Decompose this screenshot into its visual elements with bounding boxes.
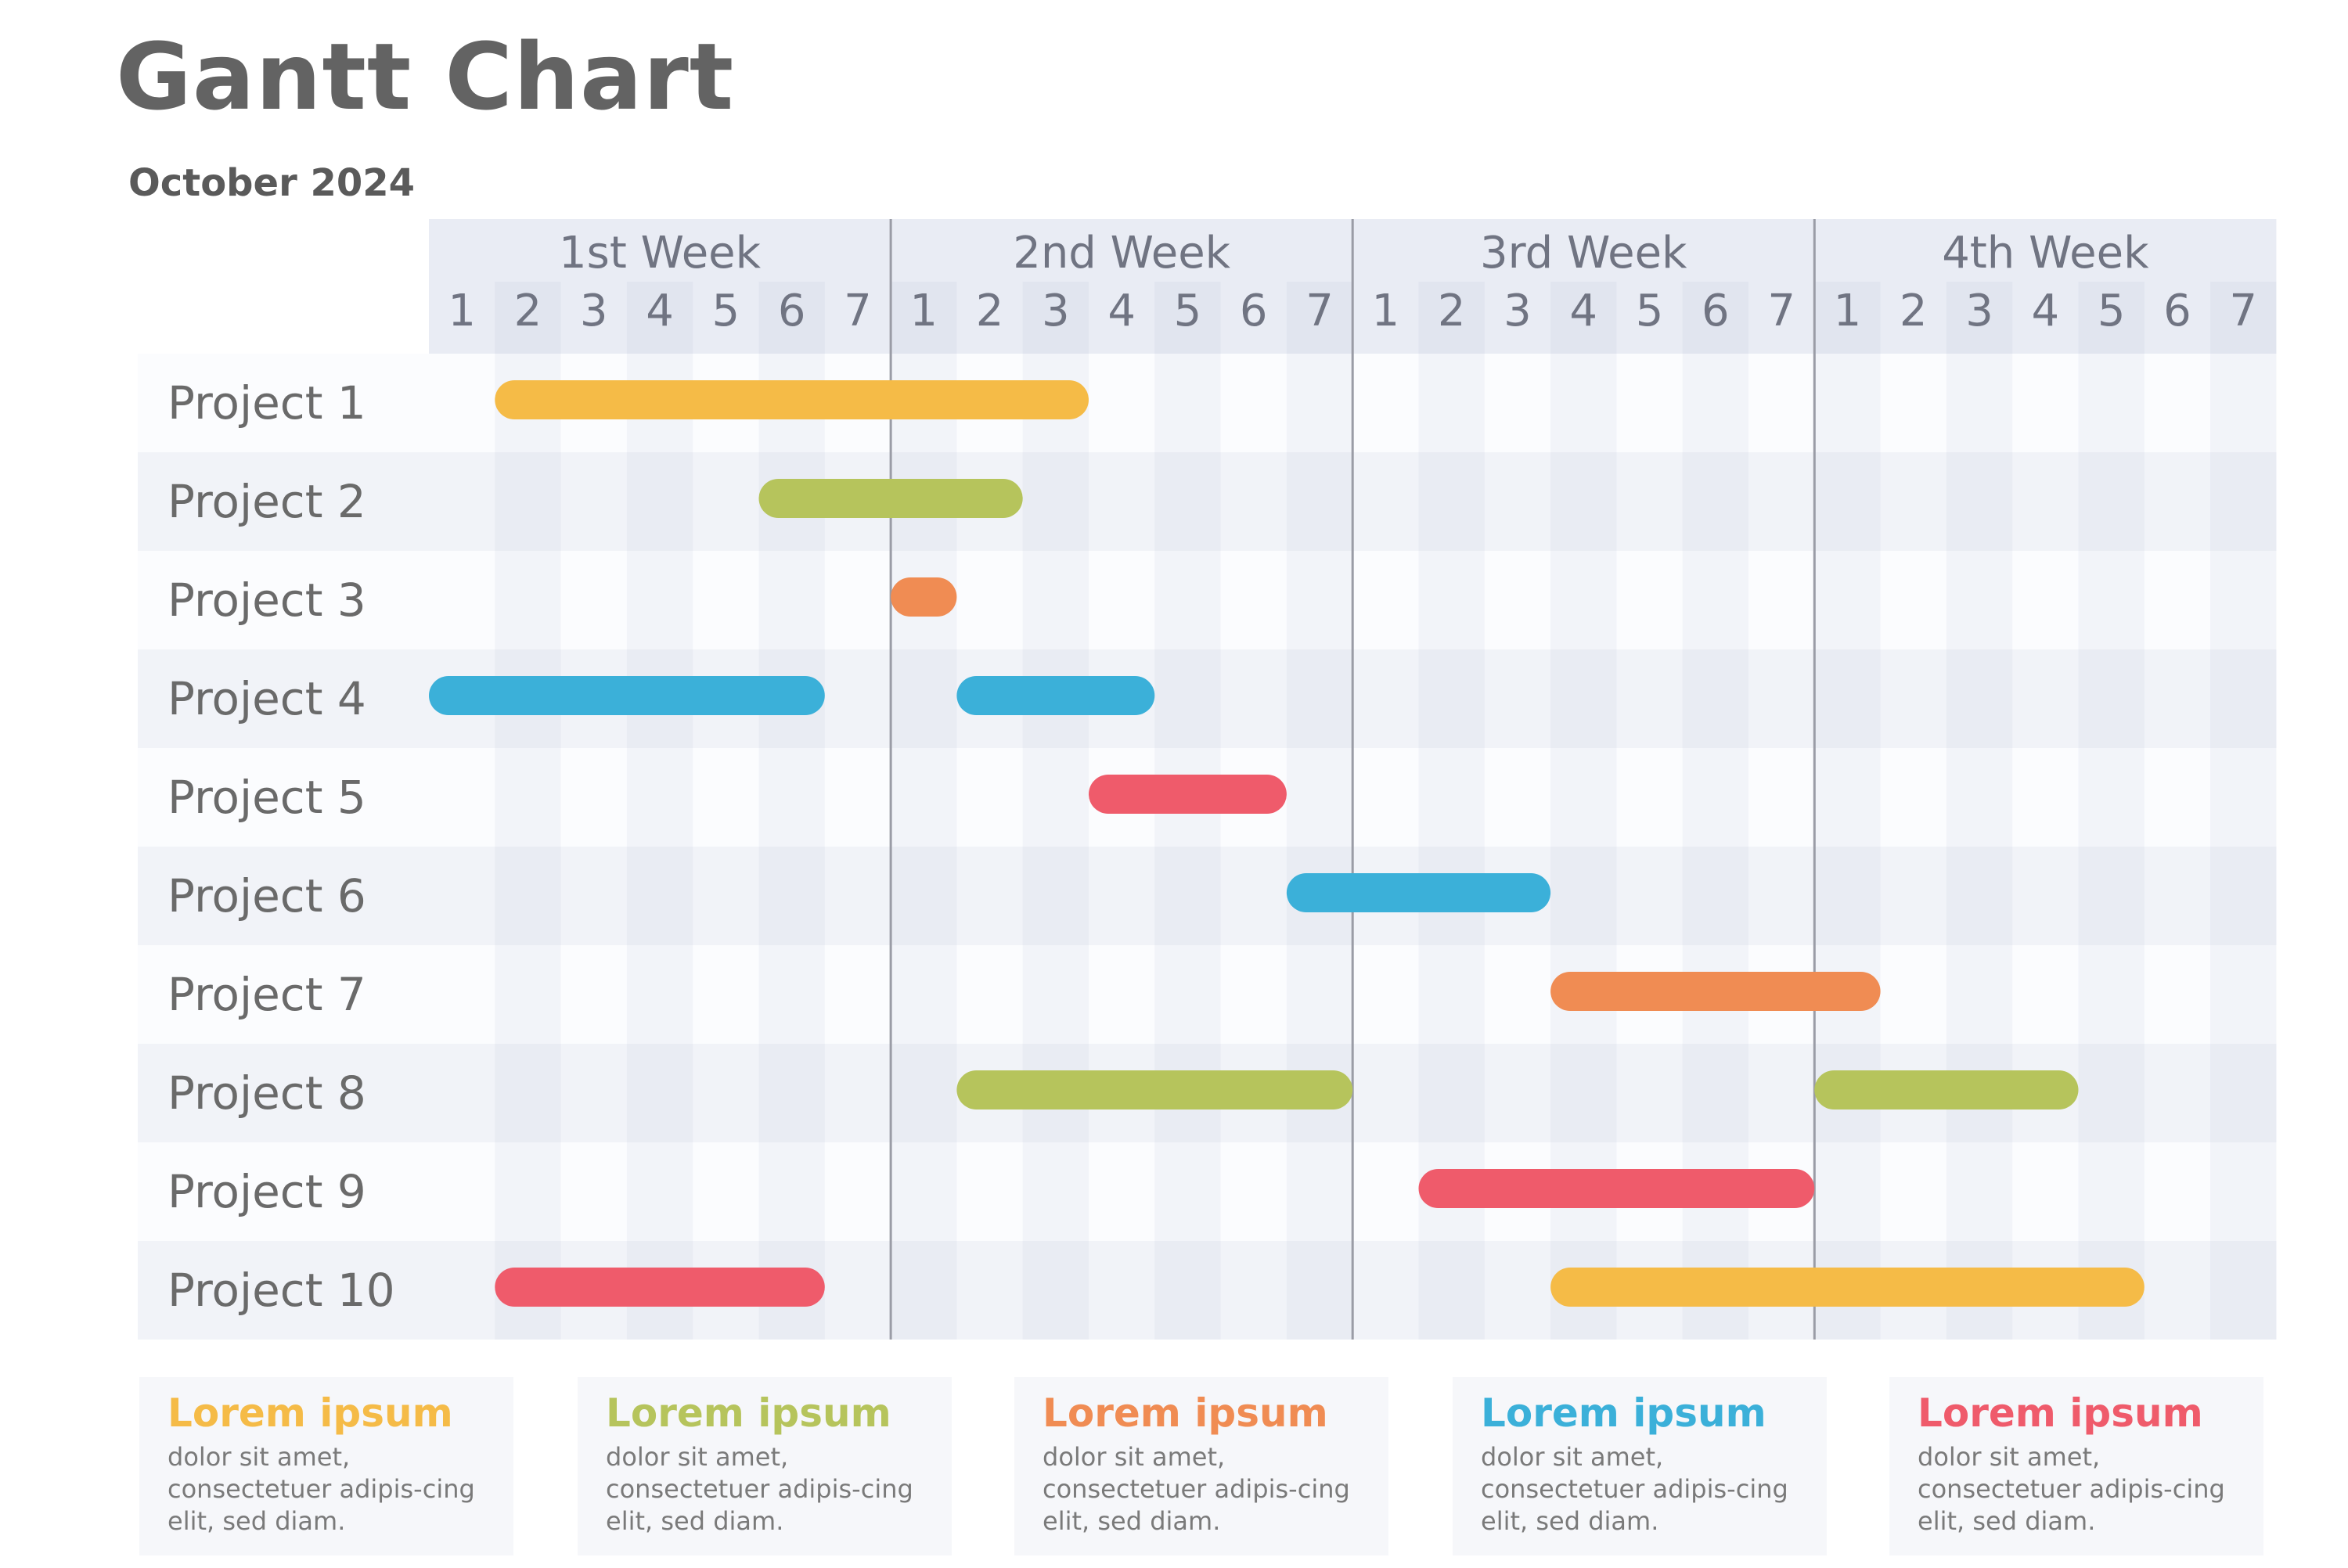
week-header: 1st Week	[559, 228, 762, 279]
day-column-stripe	[626, 282, 693, 1340]
legend-card-title: Lorem ipsum	[1481, 1390, 1766, 1436]
row-label: Project 9	[167, 1165, 366, 1218]
task-bar	[495, 380, 1089, 419]
legend-card-title: Lorem ipsum	[1918, 1390, 2203, 1436]
day-tick-label: 2	[1900, 286, 1928, 336]
row-label: Project 7	[167, 968, 366, 1021]
legend-card-title: Lorem ipsum	[606, 1390, 891, 1436]
day-tick-label: 1	[1834, 286, 1862, 336]
day-tick-label: 3	[580, 286, 608, 336]
day-tick-label: 1	[909, 286, 938, 336]
row-label: Project 2	[167, 475, 366, 528]
task-bar	[429, 676, 825, 715]
day-tick-label: 4	[1107, 286, 1136, 336]
day-column-stripe	[2078, 282, 2145, 1340]
task-bar	[1550, 972, 1881, 1011]
day-tick-label: 5	[1174, 286, 1202, 336]
task-bar	[891, 577, 957, 617]
day-column-stripe	[1418, 282, 1485, 1340]
task-bar	[495, 1268, 825, 1307]
task-bar	[956, 1070, 1353, 1109]
day-column-stripe	[1550, 282, 1617, 1340]
day-column-stripe	[758, 282, 825, 1340]
day-column-stripe	[1022, 282, 1089, 1340]
legend-card-4: Lorem ipsum dolor sit amet, consectetuer…	[1453, 1377, 1827, 1555]
row-label: Project 8	[167, 1066, 366, 1120]
day-tick-label: 7	[2229, 286, 2257, 336]
day-tick-label: 6	[1240, 286, 1268, 336]
row-background	[138, 452, 2277, 551]
day-tick-label: 3	[1504, 286, 1532, 336]
day-tick-label: 7	[844, 286, 872, 336]
task-bar	[1089, 775, 1287, 814]
week-header: 2nd Week	[1013, 228, 1230, 279]
legend-card-3: Lorem ipsum dolor sit amet, consectetuer…	[1014, 1377, 1388, 1555]
day-tick-label: 4	[1569, 286, 1597, 336]
row-label: Project 4	[167, 672, 366, 725]
legend-card-text: dolor sit amet, consectetuer adipis-cing…	[606, 1442, 913, 1536]
day-tick-label: 3	[1042, 286, 1070, 336]
row-background	[138, 847, 2277, 945]
day-tick-label: 1	[448, 286, 476, 336]
task-bars	[429, 380, 2145, 1307]
task-bar	[1550, 1268, 2145, 1307]
day-column-stripe	[891, 282, 957, 1340]
day-tick-label: 5	[712, 286, 740, 336]
day-column-stripe	[1682, 282, 1748, 1340]
row-background	[138, 354, 2277, 452]
legend-card-text: dolor sit amet, consectetuer adipis-cing…	[1043, 1442, 1350, 1536]
legend-card-text: dolor sit amet, consectetuer adipis-cing…	[1481, 1442, 1788, 1536]
legend-card-2: Lorem ipsum dolor sit amet, consectetuer…	[578, 1377, 952, 1555]
row-background	[138, 551, 2277, 649]
day-tick-label: 1	[1372, 286, 1400, 336]
chart-title: Gantt Chart	[116, 23, 735, 131]
legend-card-text: dolor sit amet, consectetuer adipis-cing…	[167, 1442, 475, 1536]
row-label: Project 1	[167, 376, 366, 430]
chart-background	[138, 219, 2277, 1340]
task-bar	[956, 676, 1155, 715]
day-tick-label: 5	[2098, 286, 2126, 336]
row-label: Project 10	[167, 1264, 395, 1317]
week-header: 3rd Week	[1480, 228, 1687, 279]
day-column-stripe	[495, 282, 561, 1340]
chart-subtitle: October 2024	[128, 161, 416, 205]
day-tick-label: 6	[2163, 286, 2191, 336]
day-tick-label: 6	[778, 286, 806, 336]
legend-card-5: Lorem ipsum dolor sit amet, consectetuer…	[1889, 1377, 2263, 1555]
task-bar	[1814, 1070, 2079, 1109]
week-header: 4th Week	[1942, 228, 2149, 279]
legend-card-title: Lorem ipsum	[1043, 1390, 1328, 1436]
day-column-stripe	[2210, 282, 2277, 1340]
day-tick-label: 2	[1438, 286, 1466, 336]
day-tick-label: 7	[1305, 286, 1334, 336]
row-label: Project 5	[167, 771, 366, 824]
day-column-stripe	[1946, 282, 2013, 1340]
task-bar	[758, 479, 1023, 518]
day-column-stripe	[1814, 282, 1881, 1340]
row-label: Project 3	[167, 574, 366, 627]
row-background	[138, 1142, 2277, 1241]
row-label: Project 6	[167, 869, 366, 922]
day-tick-label: 4	[646, 286, 674, 336]
row-labels: Project 1 Project 2 Project 3 Project 4 Proj…	[167, 376, 395, 1317]
legend-card-1: Lorem ipsum dolor sit amet, consectetuer…	[139, 1377, 513, 1555]
task-bar	[1418, 1169, 1815, 1208]
day-tick-label: 4	[2032, 286, 2060, 336]
task-bar	[1286, 873, 1551, 912]
day-tick-label: 7	[1767, 286, 1795, 336]
day-column-stripe	[1286, 282, 1353, 1340]
day-tick-label: 2	[514, 286, 542, 336]
legend-card-title: Lorem ipsum	[167, 1390, 453, 1436]
day-tick-label: 3	[1965, 286, 1993, 336]
legend-card-text: dolor sit amet, consectetuer adipis-cing…	[1918, 1442, 2225, 1536]
day-tick-label: 5	[1636, 286, 1664, 336]
row-background	[138, 945, 2277, 1044]
day-tick-label: 2	[976, 286, 1004, 336]
day-tick-label: 6	[1702, 286, 1730, 336]
